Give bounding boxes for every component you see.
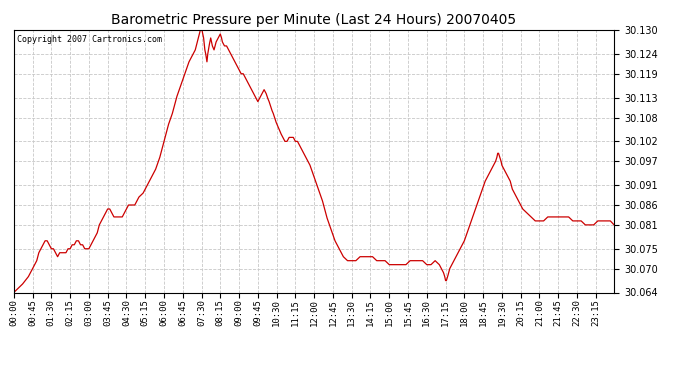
Title: Barometric Pressure per Minute (Last 24 Hours) 20070405: Barometric Pressure per Minute (Last 24 … [111,13,517,27]
Text: Copyright 2007 Cartronics.com: Copyright 2007 Cartronics.com [17,35,161,44]
